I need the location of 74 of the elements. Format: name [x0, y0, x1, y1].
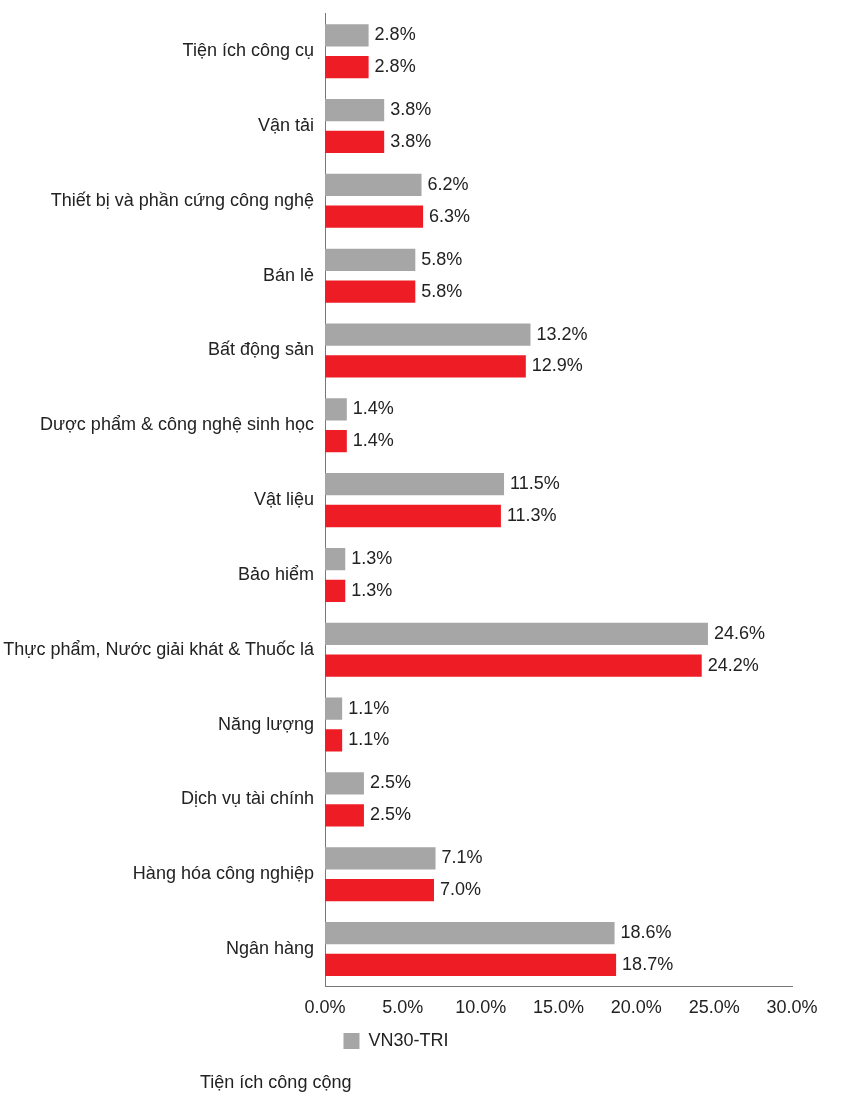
- data-label: 3.8%: [390, 130, 432, 151]
- bar: [325, 921, 615, 945]
- y-tick-label: Tiện ích công cụ: [182, 40, 315, 61]
- y-tick-label: Bán lẻ: [262, 264, 315, 285]
- bar: [325, 622, 708, 645]
- y-tick-label: Thực phẩm, Nước giải khát & Thuốc lá: [3, 638, 316, 659]
- x-tick-label: 15.0%: [532, 997, 585, 1018]
- bar: [325, 579, 346, 602]
- data-label: 6.3%: [429, 205, 471, 226]
- data-label: 24.2%: [707, 654, 759, 675]
- y-tick-label: Bảo hiểm: [237, 563, 315, 584]
- y-tick-label: Dịch vụ tài chính: [180, 788, 315, 809]
- bar: [325, 804, 364, 827]
- bar: [325, 205, 424, 228]
- data-label: 3.8%: [390, 99, 432, 120]
- data-label: 1.3%: [351, 547, 393, 568]
- data-label: 11.3%: [506, 504, 557, 525]
- bar: [325, 355, 526, 378]
- data-label: 2.5%: [369, 804, 411, 825]
- bar: [325, 847, 436, 870]
- bar: [325, 878, 434, 902]
- data-label: 1.4%: [352, 398, 394, 419]
- legend-label: VN30-TRI: [368, 1029, 449, 1050]
- data-label: 6.2%: [427, 173, 469, 194]
- x-tick-label: 0.0%: [304, 997, 346, 1018]
- x-tick-label: 5.0%: [382, 997, 424, 1018]
- y-tick-label: Vật liệu: [253, 489, 315, 510]
- data-label: 18.6%: [620, 922, 672, 943]
- x-tick-label: 20.0%: [610, 997, 662, 1018]
- y-tick-label: Vận tải: [257, 114, 315, 135]
- bar: [325, 953, 617, 977]
- y-tick-label: Bất động sản: [207, 339, 315, 360]
- y-tick-label: Thiết bị và phần cứng công nghệ: [50, 189, 315, 210]
- y-tick-label: Hàng hóa công nghiệp: [132, 863, 315, 884]
- data-label: 1.1%: [348, 697, 390, 718]
- data-label: 13.2%: [536, 323, 588, 344]
- data-label: 1.4%: [352, 430, 394, 451]
- data-label: 2.8%: [374, 24, 416, 45]
- data-label: 18.7%: [622, 953, 674, 974]
- y-tick-label: Ngân hàng: [225, 937, 315, 958]
- x-tick-label: 25.0%: [688, 997, 740, 1018]
- data-label: 12.9%: [531, 355, 583, 376]
- bar: [325, 473, 505, 496]
- data-label: 2.5%: [369, 772, 411, 793]
- data-label: 1.3%: [351, 579, 393, 600]
- bar: [325, 430, 347, 453]
- bar: [325, 654, 702, 677]
- bar: [325, 697, 343, 720]
- data-label: 5.8%: [421, 248, 463, 269]
- bar: [325, 248, 416, 271]
- x-tick-label: 30.0%: [766, 997, 818, 1018]
- bar: [325, 24, 369, 47]
- bar: [325, 547, 346, 571]
- bar: [325, 280, 416, 303]
- bar: [325, 323, 531, 346]
- data-label: 11.5%: [510, 473, 560, 494]
- bar: [325, 729, 343, 752]
- x-tick-label: 10.0%: [455, 997, 507, 1018]
- data-label: 7.1%: [441, 847, 483, 868]
- y-tick-label: Dược phẩm & công nghệ sinh học: [40, 414, 315, 435]
- text: Tiện ích công cộng: [200, 1072, 352, 1093]
- bar: [325, 398, 347, 421]
- bar: [325, 772, 364, 795]
- bar: [325, 130, 385, 154]
- data-label: 2.8%: [374, 56, 416, 77]
- data-label: 5.8%: [421, 280, 463, 301]
- data-label: 7.0%: [439, 879, 482, 900]
- data-label: 1.1%: [348, 729, 390, 750]
- data-label: 24.6%: [713, 622, 765, 643]
- bar: [325, 504, 501, 528]
- y-tick-label: Năng lượng: [218, 713, 315, 734]
- bar: [325, 55, 369, 79]
- bar: [325, 99, 385, 122]
- bar: [325, 173, 422, 197]
